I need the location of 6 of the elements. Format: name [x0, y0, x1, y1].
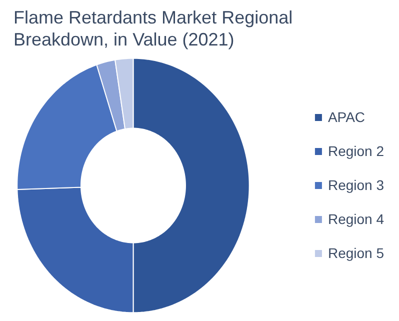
legend-label: Region 3: [328, 177, 384, 193]
legend-label: Region 4: [328, 211, 384, 227]
legend-label: Region 2: [328, 143, 384, 159]
legend-label: Region 5: [328, 245, 384, 261]
chart-title: Flame Retardants Market Regional Breakdown, in Value (2021): [14, 8, 293, 50]
legend-label: APAC: [328, 109, 366, 125]
